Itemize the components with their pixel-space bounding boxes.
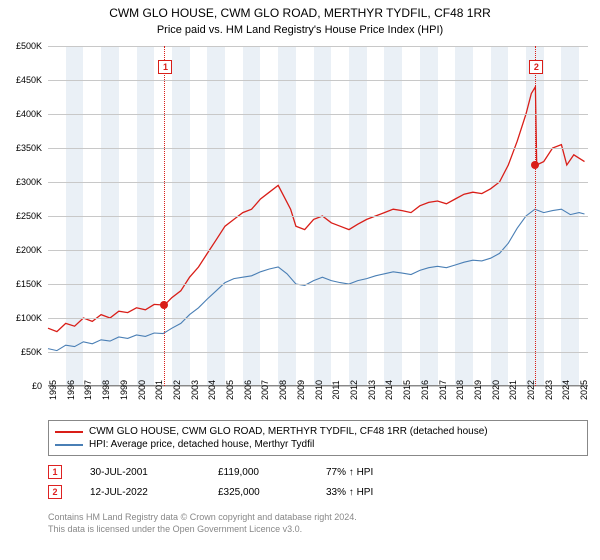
y-axis-label: £150K (16, 279, 42, 289)
event-marker: 2 (529, 60, 543, 74)
x-axis-label: 2016 (420, 380, 430, 400)
y-axis-label: £100K (16, 313, 42, 323)
legend-swatch (55, 431, 83, 433)
x-axis-label: 2013 (367, 380, 377, 400)
plot-area: £0£50K£100K£150K£200K£250K£300K£350K£400… (48, 46, 588, 386)
gridline (48, 114, 588, 115)
attribution-footer: Contains HM Land Registry data © Crown c… (48, 512, 588, 535)
gridline (48, 250, 588, 251)
event-pct: 33% ↑ HPI (326, 487, 426, 498)
footer-line: Contains HM Land Registry data © Crown c… (48, 512, 588, 524)
x-axis-label: 1998 (101, 380, 111, 400)
x-axis-label: 2009 (296, 380, 306, 400)
y-axis-label: £0 (32, 381, 42, 391)
event-dot (531, 161, 539, 169)
x-axis-label: 2023 (544, 380, 554, 400)
x-axis-label: 2000 (137, 380, 147, 400)
event-row: 1 30-JUL-2001 £119,000 77% ↑ HPI (48, 462, 588, 482)
legend: CWM GLO HOUSE, CWM GLO ROAD, MERTHYR TYD… (48, 420, 588, 456)
y-axis-label: £250K (16, 211, 42, 221)
x-axis-label: 2017 (438, 380, 448, 400)
y-axis-label: £300K (16, 177, 42, 187)
x-axis-label: 2004 (207, 380, 217, 400)
gridline (48, 216, 588, 217)
legend-item: HPI: Average price, detached house, Mert… (55, 438, 581, 451)
x-axis-label: 2025 (579, 380, 589, 400)
event-date: 30-JUL-2001 (90, 467, 200, 478)
x-axis-label: 1999 (119, 380, 129, 400)
x-axis-label: 2007 (260, 380, 270, 400)
legend-label: CWM GLO HOUSE, CWM GLO ROAD, MERTHYR TYD… (89, 426, 488, 437)
x-axis-label: 2012 (349, 380, 359, 400)
y-axis-label: £50K (21, 347, 42, 357)
x-axis-label: 2003 (190, 380, 200, 400)
chart-container: CWM GLO HOUSE, CWM GLO ROAD, MERTHYR TYD… (0, 0, 600, 560)
footer-line: This data is licensed under the Open Gov… (48, 524, 588, 536)
x-axis-label: 2018 (455, 380, 465, 400)
gridline (48, 46, 588, 47)
series-line (48, 87, 585, 332)
event-date: 12-JUL-2022 (90, 487, 200, 498)
event-pct: 77% ↑ HPI (326, 467, 426, 478)
x-axis-label: 2010 (314, 380, 324, 400)
gridline (48, 148, 588, 149)
x-axis-label: 2002 (172, 380, 182, 400)
x-axis-label: 2020 (491, 380, 501, 400)
gridline (48, 352, 588, 353)
y-axis-label: £400K (16, 109, 42, 119)
event-dot (160, 301, 168, 309)
event-vline (164, 46, 165, 386)
gridline (48, 318, 588, 319)
x-axis-label: 2008 (278, 380, 288, 400)
legend-swatch (55, 444, 83, 446)
event-vline (535, 46, 536, 386)
x-axis-label: 1997 (83, 380, 93, 400)
y-axis-label: £450K (16, 75, 42, 85)
event-marker: 1 (158, 60, 172, 74)
event-number-box: 1 (48, 465, 62, 479)
x-axis-label: 2014 (384, 380, 394, 400)
y-axis-label: £500K (16, 41, 42, 51)
x-axis-label: 2024 (561, 380, 571, 400)
gridline (48, 182, 588, 183)
x-axis-label: 1995 (48, 380, 58, 400)
legend-label: HPI: Average price, detached house, Mert… (89, 439, 314, 450)
x-axis-label: 2011 (331, 380, 341, 399)
x-axis-label: 2001 (154, 380, 164, 400)
x-axis-label: 2015 (402, 380, 412, 400)
x-axis-label: 1996 (66, 380, 76, 400)
y-axis-label: £350K (16, 143, 42, 153)
x-axis-label: 2005 (225, 380, 235, 400)
legend-item: CWM GLO HOUSE, CWM GLO ROAD, MERTHYR TYD… (55, 425, 581, 438)
x-axis-label: 2019 (473, 380, 483, 400)
gridline (48, 80, 588, 81)
x-axis-label: 2006 (243, 380, 253, 400)
series-line (48, 209, 585, 350)
chart-title: CWM GLO HOUSE, CWM GLO ROAD, MERTHYR TYD… (0, 0, 600, 22)
y-axis-label: £200K (16, 245, 42, 255)
x-axis-label: 2021 (508, 380, 518, 400)
event-price: £325,000 (218, 487, 308, 498)
event-number-box: 2 (48, 485, 62, 499)
chart-subtitle: Price paid vs. HM Land Registry's House … (0, 22, 600, 36)
event-row: 2 12-JUL-2022 £325,000 33% ↑ HPI (48, 482, 588, 502)
gridline (48, 284, 588, 285)
event-price: £119,000 (218, 467, 308, 478)
events-table: 1 30-JUL-2001 £119,000 77% ↑ HPI 2 12-JUL-202… (48, 462, 588, 502)
